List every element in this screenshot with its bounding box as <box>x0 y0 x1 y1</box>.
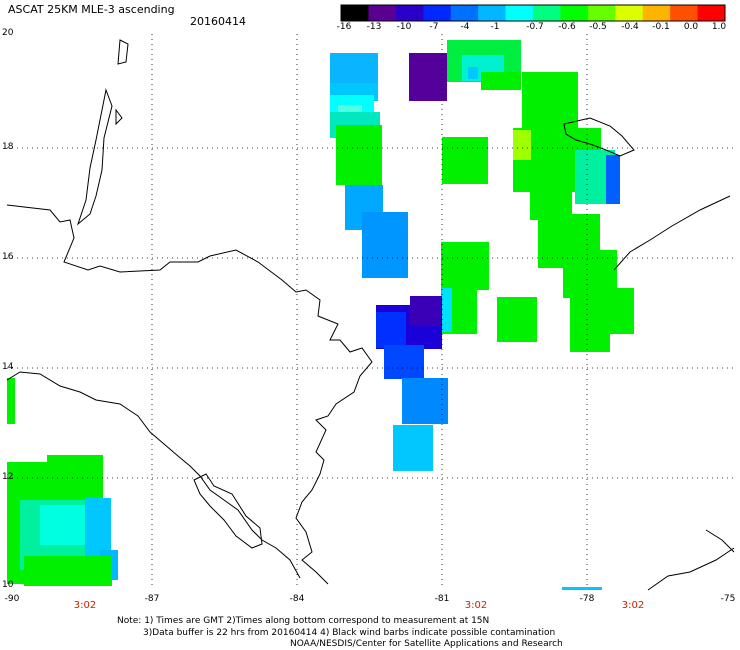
lat-label: 10 <box>2 580 14 590</box>
colorbar-tick: -0.4 <box>621 22 639 32</box>
lon-label: -87 <box>144 594 160 604</box>
lat-label: 14 <box>2 362 14 372</box>
note-line-3: NOAA/NESDIS/Center for Satellite Applica… <box>290 639 563 649</box>
colorbar-tick: 1.0 <box>711 22 727 32</box>
colorbar-swatch <box>615 5 644 21</box>
lon-label: -75 <box>720 594 736 604</box>
colorbar-swatch <box>697 5 726 21</box>
note-line-2: 3)Data buffer is 22 hrs from 20160414 4)… <box>143 628 556 638</box>
colorbar-tick: -1 <box>490 22 500 32</box>
note-line-1: Note: 1) Times are GMT 2)Times along bot… <box>117 616 490 626</box>
colorbar-border <box>340 4 726 22</box>
map-title: ASCAT 25KM MLE-3 ascending <box>8 3 175 16</box>
coastlines <box>6 39 735 591</box>
lat-label: 16 <box>2 252 14 262</box>
colorbar-tick: -16 <box>336 22 352 32</box>
colorbar-tick: -7 <box>429 22 439 32</box>
colorbar-swatch <box>450 5 479 21</box>
colorbar-tick: -10 <box>396 22 412 32</box>
colorbar-tick: -0.7 <box>526 22 544 32</box>
colorbar-swatch <box>423 5 452 21</box>
colorbar-swatch <box>587 5 616 21</box>
colorbar-swatch <box>560 5 589 21</box>
colorbar-swatch <box>533 5 561 21</box>
colorbar <box>340 4 726 22</box>
colorbar-swatch <box>368 5 397 21</box>
time-label: 3:02 <box>621 600 645 611</box>
colorbar-swatch <box>478 5 507 21</box>
colorbar-swatch <box>505 5 534 21</box>
colorbar-tick: -0.5 <box>589 22 607 32</box>
colorbar-tick: -0.1 <box>652 22 670 32</box>
colorbar-swatch <box>395 5 424 21</box>
lat-label: 18 <box>2 142 14 152</box>
lon-label: -81 <box>434 594 450 604</box>
lat-label: 12 <box>2 472 14 482</box>
map-date: 20160414 <box>190 15 246 28</box>
lon-label: -78 <box>579 594 595 604</box>
colorbar-tick: 0.0 <box>683 22 699 32</box>
lat-lon-grid <box>7 34 734 588</box>
time-label: 3:02 <box>464 600 488 611</box>
colorbar-swatch <box>670 5 699 21</box>
time-label: 3:02 <box>73 600 97 611</box>
colorbar-tick: -0.6 <box>558 22 576 32</box>
colorbar-tick: -13 <box>366 22 382 32</box>
colorbar-swatch <box>341 5 369 21</box>
wind-data-cells <box>7 40 634 590</box>
lat-label: 20 <box>2 28 14 38</box>
lon-label: -84 <box>289 594 305 604</box>
lon-label: -90 <box>4 594 20 604</box>
colorbar-swatch <box>642 5 671 21</box>
colorbar-tick: -4 <box>460 22 470 32</box>
